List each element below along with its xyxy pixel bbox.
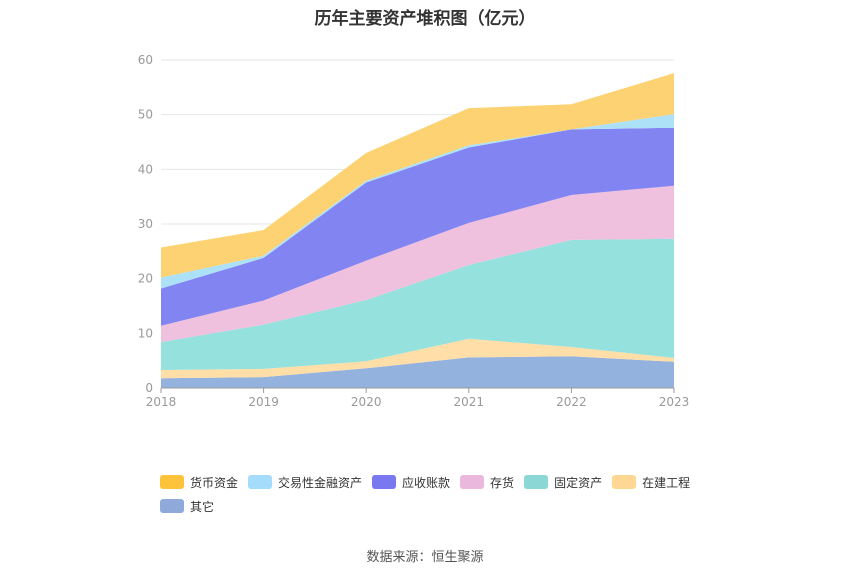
- legend-item[interactable]: 在建工程: [612, 474, 690, 490]
- legend-label: 其它: [190, 499, 215, 514]
- data-source: 数据来源：恒生聚源: [366, 550, 484, 565]
- x-tick-label: 2022: [556, 395, 587, 409]
- area-series-4: [161, 127, 674, 326]
- legend-swatch: [160, 499, 184, 513]
- y-tick-label: 30: [138, 217, 153, 231]
- y-tick-label: 0: [145, 381, 153, 395]
- y-tick-label: 40: [138, 162, 153, 176]
- x-tick-label: 2019: [248, 395, 279, 409]
- chart-title: 历年主要资产堆积图（亿元）: [314, 9, 536, 29]
- y-tick-label: 10: [138, 326, 153, 340]
- x-tick-label: 2023: [659, 395, 690, 409]
- legend-swatch: [372, 475, 397, 489]
- area-series-1: [161, 338, 674, 379]
- y-tick-label: 20: [138, 272, 153, 286]
- area-series-5: [161, 114, 674, 289]
- legend-item[interactable]: 货币资金: [160, 474, 238, 490]
- area-series-2: [161, 238, 674, 370]
- area-series-3: [161, 185, 674, 343]
- legend-item[interactable]: 应收账款: [372, 474, 450, 490]
- legend-label: 交易性金融资产: [278, 475, 363, 490]
- y-tick-label: 60: [138, 53, 153, 67]
- area-series-0: [161, 356, 674, 388]
- legend-label: 存货: [490, 475, 515, 490]
- x-tick-label: 2018: [146, 395, 177, 409]
- legend-item[interactable]: 存货: [460, 474, 514, 490]
- legend-label: 固定资产: [554, 475, 603, 490]
- legend-label: 货币资金: [190, 475, 239, 490]
- x-tick-label: 2020: [351, 395, 382, 409]
- legend-swatch: [524, 475, 549, 489]
- legend-swatch: [612, 475, 637, 489]
- y-tick-label: 50: [138, 108, 153, 122]
- area-series-6: [161, 73, 674, 278]
- legend-item[interactable]: 固定资产: [524, 474, 602, 490]
- legend-item[interactable]: 其它: [160, 498, 214, 514]
- legend-swatch: [460, 475, 485, 489]
- legend-item[interactable]: 交易性金融资产: [248, 474, 362, 490]
- legend-label: 应收账款: [402, 475, 451, 490]
- x-tick-label: 2021: [454, 395, 485, 409]
- legend-swatch: [160, 475, 184, 489]
- legend: 货币资金 交易性金融资产 应收账款 存货 固定资产 在建工程其它: [160, 474, 720, 522]
- legend-swatch: [248, 475, 273, 489]
- legend-label: 在建工程: [642, 475, 691, 490]
